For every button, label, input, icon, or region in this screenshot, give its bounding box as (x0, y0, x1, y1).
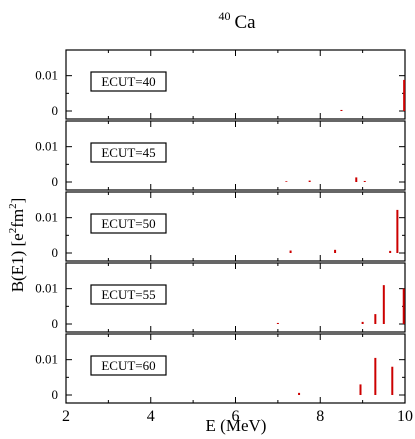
chart-title: 40 Ca (218, 7, 256, 33)
panel-4: 0 0.01 ECUT=55 (35, 262, 406, 333)
y-tick-label: 0.01 (35, 281, 58, 296)
y-label-part1: B(E1) [e (8, 233, 27, 292)
title-main: Ca (234, 12, 256, 33)
panel-1: 0 0.01 ECUT=40 (35, 49, 406, 120)
ecut-label-box (90, 213, 167, 234)
y-tick-label: 0 (52, 174, 59, 189)
y-label-sup1: 2 (7, 228, 19, 234)
panel-5: 0 0.01 ECUT=60 (35, 333, 406, 404)
x-tick-label: 6 (232, 408, 240, 425)
y-tick-label: 0 (52, 245, 59, 260)
y-label-part2: fm (8, 209, 27, 228)
ecut-label: ECUT=60 (101, 358, 155, 373)
y-tick-label: 0.01 (35, 352, 58, 367)
ecut-label-box (90, 142, 167, 163)
ecut-label: ECUT=45 (101, 145, 155, 160)
x-tick-label: 4 (147, 408, 155, 425)
panels-group: 0 0.01 ECUT=40 0 0.01 ECUT=45 0 0.01 ECUT=50 0 0.0… (35, 49, 413, 425)
ecut-label: ECUT=40 (101, 74, 155, 89)
y-tick-label: 0.01 (35, 139, 58, 154)
y-label-sup2: 2 (7, 203, 19, 209)
ecut-label-box (90, 355, 167, 376)
y-tick-label: 0 (52, 103, 59, 118)
ecut-label: ECUT=55 (101, 287, 155, 302)
x-tick-label: 8 (316, 408, 324, 425)
y-tick-label: 0 (52, 316, 59, 331)
x-tick-label: 10 (397, 408, 413, 425)
y-tick-label: 0.01 (35, 210, 58, 225)
ecut-label-box (90, 71, 167, 92)
x-axis-label: E (MeV) (206, 416, 267, 435)
x-tick-label: 2 (62, 408, 70, 425)
y-axis-label: B(E1) [e2fm2] (7, 198, 27, 293)
ecut-label: ECUT=50 (101, 216, 155, 231)
y-tick-label: 0.01 (35, 68, 58, 83)
panel-2: 0 0.01 ECUT=45 (35, 120, 406, 191)
title-superscript: 40 (218, 9, 230, 23)
y-label-part3: ] (8, 198, 27, 204)
panel-3: 0 0.01 ECUT=50 (35, 191, 406, 262)
ecut-label-box (90, 284, 167, 305)
y-tick-label: 0 (52, 387, 59, 402)
